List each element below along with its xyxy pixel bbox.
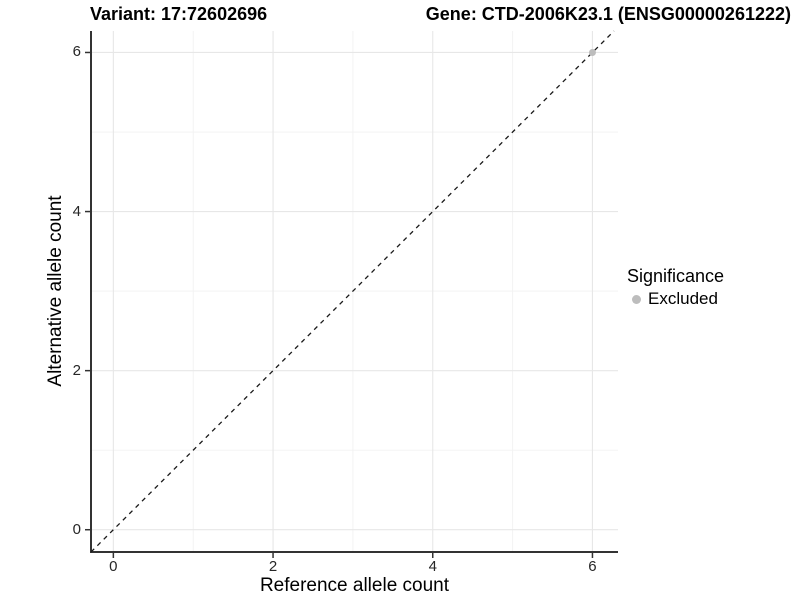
y-tick-label: 2 — [72, 361, 81, 379]
identity-dashed-line — [90, 30, 615, 553]
legend-point-icon — [632, 294, 641, 304]
y-axis-label: Alternative allele count — [45, 195, 66, 387]
y-tick-label: 4 — [72, 202, 81, 220]
x-tick-label: 6 — [588, 558, 597, 575]
data-point-excluded — [588, 48, 596, 56]
legend-item-label: Excluded — [648, 289, 718, 308]
legend-title: Significance — [627, 266, 725, 286]
x-axis-label: Reference allele count — [259, 575, 450, 596]
legend-item: Excluded — [627, 289, 724, 309]
legend: Significance Excluded — [627, 265, 724, 309]
y-tick-label: 6 — [72, 43, 81, 61]
y-tick-label: 0 — [72, 520, 81, 538]
x-tick-label: 4 — [428, 558, 437, 575]
gene-title: Gene: CTD-2006K23.1 (ENSG00000261222) — [425, 4, 791, 24]
legend-items: Excluded — [627, 289, 724, 309]
variant-title: Variant: 17:72602696 — [90, 4, 268, 24]
x-tick-label: 2 — [268, 558, 278, 575]
x-tick-label: 0 — [109, 558, 118, 575]
